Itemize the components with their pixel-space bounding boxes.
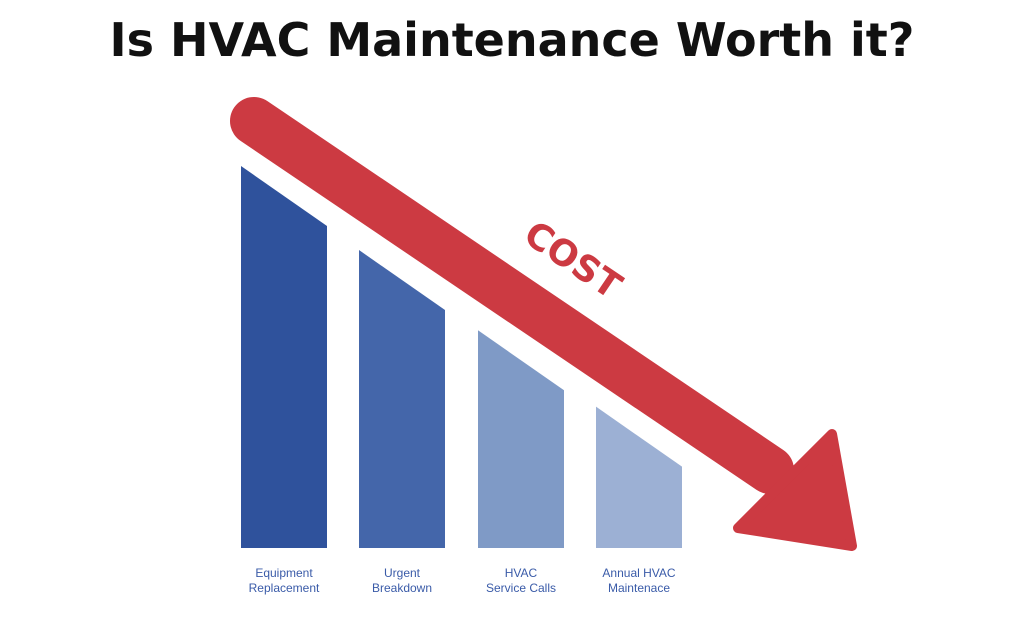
bars-layer — [241, 166, 682, 549]
category-label-4-line-1: Annual HVAC — [602, 566, 675, 580]
category-label-1-line-2: Replacement — [249, 581, 320, 595]
bar-3 — [478, 330, 564, 548]
category-label-3-line-1: HVAC — [505, 566, 538, 580]
page-title: Is HVAC Maintenance Worth it? — [109, 13, 915, 67]
category-label-2-line-2: Breakdown — [372, 581, 432, 595]
cost-arrow-shaft — [230, 97, 794, 494]
category-label-2-line-1: Urgent — [384, 566, 421, 580]
cost-arrow-head — [733, 429, 857, 551]
bar-1 — [241, 166, 327, 548]
bar-4 — [596, 406, 682, 548]
category-label-1-line-1: Equipment — [255, 566, 313, 580]
bar-2 — [359, 250, 445, 549]
category-label-4-line-2: Maintenace — [608, 581, 670, 595]
category-label-3-line-2: Service Calls — [486, 581, 556, 595]
